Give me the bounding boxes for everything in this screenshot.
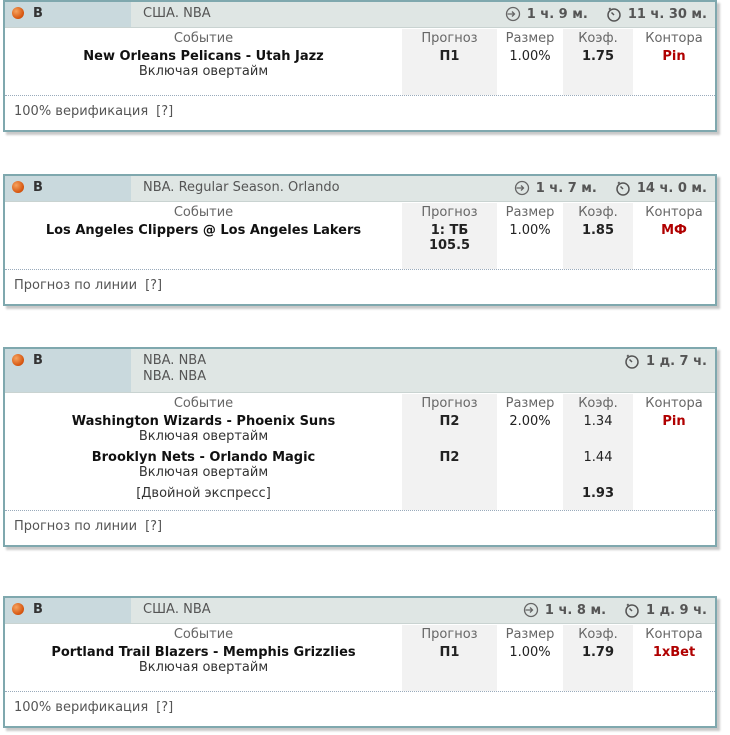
verification-label: 100% верификация (14, 700, 149, 715)
stake-size: 1.00% (509, 49, 551, 64)
stopwatch-icon (625, 354, 639, 369)
table-row: Brooklyn Nets - Orlando Magic Включая ов… (5, 450, 715, 486)
match-note: Включая овертайм (138, 660, 269, 675)
forecast-value: П1 (402, 645, 497, 691)
match-name: Portland Trail Blazers - Memphis Grizzli… (51, 645, 356, 660)
sport-letter: B (33, 602, 43, 617)
bet-card: B США. NBA 1 ч. 9 м. 11 ч. 30 м. Событие… (3, 0, 717, 132)
basketball-icon (12, 7, 24, 19)
bet-table: Событие Прогноз Размер Коэф. Контора Por… (5, 624, 715, 691)
match-note: Включая овертайм (138, 64, 269, 79)
league-label: США. NBA (143, 602, 211, 617)
forecast-total: 105.5 (428, 238, 471, 253)
match-note: Включая овертайм (138, 465, 269, 480)
table-row: Washington Wizards - Phoenix Suns Включа… (5, 414, 715, 450)
forecast-value: 1: ТБ (430, 223, 469, 238)
forecast-value: П2 (402, 414, 497, 450)
help-link[interactable]: [?] (145, 519, 163, 534)
table-header: Событие Прогноз Размер Коэф. Контора (5, 624, 715, 645)
table-header: Событие Прогноз Размер Коэф. Контора (5, 393, 715, 414)
basketball-icon (12, 181, 24, 193)
forecast-value: П2 (402, 450, 497, 486)
time-to-start: 1 ч. 8 м. (544, 602, 607, 618)
coef-value: 1.75 (563, 49, 633, 95)
league-label: США. NBA (143, 6, 211, 21)
bet-card: B США. NBA 1 ч. 8 м. 1 д. 9 ч. Событие П… (3, 596, 717, 728)
help-link[interactable]: [?] (156, 700, 174, 715)
card-footer: 100% верификация [?] (5, 691, 715, 726)
table-row: New Orleans Pelicans - Utah Jazz Включая… (5, 49, 715, 95)
time-remaining: 1 д. 7 ч. (646, 353, 707, 369)
stake-size: 1.00% (509, 645, 551, 660)
stake-size: 1.00% (509, 223, 551, 238)
coef-value: 1.34 (563, 414, 633, 450)
basketball-icon (12, 603, 24, 615)
league-label: NBA. NBA (143, 353, 207, 368)
time-remaining: 14 ч. 0 м. (636, 180, 707, 196)
express-label: [Двойной экспресс] (136, 486, 271, 501)
stopwatch-icon (625, 603, 639, 618)
table-row: Portland Trail Blazers - Memphis Grizzli… (5, 645, 715, 691)
coef-value: 1.79 (563, 645, 633, 691)
bet-card: B NBA. NBA NBA. NBA 1 д. 7 ч. Событие Пр… (3, 347, 717, 547)
basketball-icon (12, 354, 24, 366)
table-row: Los Angeles Clippers @ Los Angeles Laker… (5, 223, 715, 269)
match-name: Los Angeles Clippers @ Los Angeles Laker… (45, 223, 362, 238)
card-header: B США. NBA 1 ч. 8 м. 1 д. 9 ч. (5, 598, 715, 624)
sign-in-icon (514, 180, 529, 196)
bookmaker-link[interactable]: Pin (662, 49, 686, 64)
league-label: NBA. Regular Season. Orlando (143, 180, 340, 195)
stopwatch-icon (616, 181, 630, 196)
sign-in-icon (505, 6, 520, 22)
card-footer: Прогноз по линии [?] (5, 269, 715, 304)
card-header: B NBA. Regular Season. Orlando 1 ч. 7 м.… (5, 176, 715, 202)
league-label: NBA. NBA (143, 369, 207, 384)
bet-table: Событие Прогноз Размер Коэф. Контора New… (5, 28, 715, 95)
bet-table: Событие Прогноз Размер Коэф. Контора Was… (5, 393, 715, 510)
match-note: Включая овертайм (138, 429, 269, 444)
coef-value: 1.85 (563, 223, 633, 269)
stopwatch-icon (607, 7, 621, 22)
coef-value: 1.44 (563, 450, 633, 486)
stake-size: 2.00% (509, 414, 551, 429)
bet-table: Событие Прогноз Размер Коэф. Контора Los… (5, 202, 715, 269)
match-name: New Orleans Pelicans - Utah Jazz (83, 49, 324, 64)
bookmaker-link[interactable]: Pin (662, 414, 686, 429)
bookmaker-link[interactable]: МФ (661, 223, 687, 238)
sign-in-icon (523, 602, 539, 618)
card-header: B NBA. NBA NBA. NBA 1 д. 7 ч. (5, 349, 715, 393)
verification-label: 100% верификация (14, 104, 149, 119)
verification-label: Прогноз по линии (14, 519, 138, 534)
bookmaker-link[interactable]: 1xBet (652, 645, 696, 660)
forecast-value: П1 (402, 49, 497, 95)
card-header: B США. NBA 1 ч. 9 м. 11 ч. 30 м. (5, 2, 715, 28)
time-remaining: 1 д. 9 ч. (646, 602, 707, 618)
time-remaining: 11 ч. 30 м. (627, 6, 707, 22)
bet-card: B NBA. Regular Season. Orlando 1 ч. 7 м.… (3, 174, 717, 306)
sport-letter: B (33, 353, 43, 368)
card-footer: Прогноз по линии [?] (5, 510, 715, 545)
verification-label: Прогноз по линии (14, 278, 138, 293)
time-to-start: 1 ч. 9 м. (526, 6, 588, 22)
table-row: [Двойной экспресс] 1.93 (5, 486, 715, 510)
match-name: Brooklyn Nets - Orlando Magic (91, 450, 316, 465)
match-name: Washington Wizards - Phoenix Suns (71, 414, 336, 429)
help-link[interactable]: [?] (156, 104, 174, 119)
sport-letter: B (33, 6, 43, 21)
sport-letter: B (33, 180, 43, 195)
time-to-start: 1 ч. 7 м. (535, 180, 597, 196)
table-header: Событие Прогноз Размер Коэф. Контора (5, 202, 715, 223)
card-footer: 100% верификация [?] (5, 95, 715, 130)
help-link[interactable]: [?] (145, 278, 163, 293)
table-header: Событие Прогноз Размер Коэф. Контора (5, 28, 715, 49)
express-coef: 1.93 (563, 486, 633, 510)
